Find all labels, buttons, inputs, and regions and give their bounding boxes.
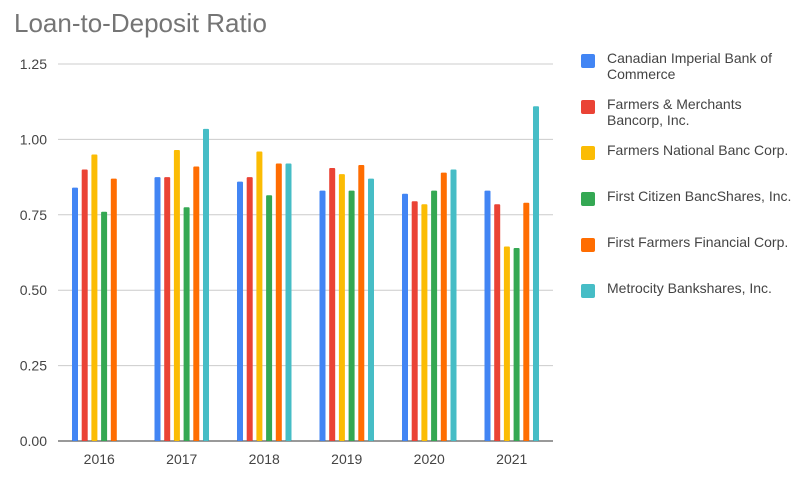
y-tick-label: 1.00 <box>20 131 47 147</box>
bar <box>164 177 171 441</box>
legend-swatch <box>581 192 595 206</box>
bar <box>285 163 292 441</box>
bar <box>154 177 161 441</box>
bar <box>450 169 457 441</box>
bar <box>513 247 520 441</box>
bar <box>101 211 108 441</box>
bar <box>246 177 253 441</box>
legend-swatch <box>581 238 595 252</box>
bar <box>348 190 355 441</box>
legend-label: Farmers & Merchants Bancorp, Inc. <box>607 96 742 128</box>
y-tick-label: 0.75 <box>20 207 47 223</box>
bar <box>183 207 190 441</box>
y-tick-label: 0.25 <box>20 358 47 374</box>
bar <box>402 193 408 441</box>
bar <box>256 151 263 442</box>
bar <box>173 149 180 441</box>
legend-swatch <box>581 146 595 160</box>
chart-title: Loan-to-Deposit Ratio <box>14 8 267 38</box>
bar <box>484 190 491 441</box>
bar <box>91 154 98 442</box>
legend-item: Metrocity Bankshares, Inc. <box>581 280 796 326</box>
y-tick-label: 1.25 <box>20 56 47 72</box>
bar <box>368 178 374 441</box>
bar <box>494 204 501 441</box>
legend-item: Farmers & Merchants Bancorp, Inc. <box>581 96 796 142</box>
legend-label: First Farmers Financial Corp. <box>607 234 789 250</box>
y-tick-label: 0.50 <box>20 282 47 298</box>
legend-item: Farmers National Banc Corp. <box>581 142 796 188</box>
gridlines <box>58 63 553 442</box>
legend-item: First Citizen BancShares, Inc. <box>581 188 796 234</box>
y-tick-label: 0.00 <box>20 433 47 449</box>
bar <box>338 174 345 442</box>
legend-swatch <box>581 284 595 298</box>
x-tick-label: 2020 <box>414 451 445 467</box>
bar <box>503 246 510 441</box>
bars <box>72 106 539 442</box>
legend-label: Canadian Imperial Bank of Commerce <box>607 50 772 82</box>
bar <box>110 178 117 441</box>
bar <box>81 169 88 441</box>
legend: Canadian Imperial Bank of Commerce Farmer… <box>581 50 796 326</box>
legend-label: Metrocity Bankshares, Inc. <box>607 280 772 296</box>
bar <box>421 204 428 441</box>
bar <box>193 166 200 441</box>
bar <box>203 128 209 441</box>
bar <box>72 187 78 441</box>
bar <box>319 190 326 441</box>
bar <box>411 201 418 441</box>
legend-item: First Farmers Financial Corp. <box>581 234 796 280</box>
bar <box>329 168 336 441</box>
bar <box>440 172 447 442</box>
bar <box>275 163 282 441</box>
x-tick-label: 2019 <box>331 451 362 467</box>
axes: 0.00 0.25 0.50 0.75 1.00 1.25 2016 2017 2018 2019… <box>20 56 528 467</box>
bar <box>266 195 273 441</box>
legend-swatch <box>581 100 595 114</box>
bar <box>237 181 243 441</box>
bar <box>431 190 438 441</box>
legend-item: Canadian Imperial Bank of Commerce <box>581 50 796 96</box>
legend-label: Farmers National Banc Corp. <box>607 142 789 158</box>
x-tick-label: 2017 <box>166 451 197 467</box>
x-tick-label: 2021 <box>496 451 527 467</box>
bar <box>523 202 530 441</box>
legend-label: First Citizen BancShares, Inc. <box>607 188 792 204</box>
bar <box>358 165 365 441</box>
x-tick-label: 2016 <box>84 451 115 467</box>
bar <box>533 106 539 441</box>
x-tick-label: 2018 <box>249 451 280 467</box>
legend-swatch <box>581 54 595 68</box>
